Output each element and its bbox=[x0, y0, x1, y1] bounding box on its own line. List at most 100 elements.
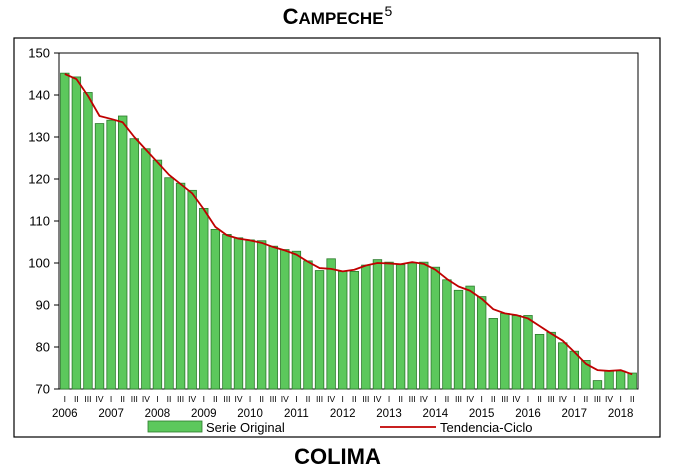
x-tick-label: II bbox=[630, 394, 635, 404]
bar bbox=[268, 245, 278, 390]
x-tick-label: IV bbox=[327, 394, 335, 404]
year-label: 2012 bbox=[330, 408, 356, 420]
bar bbox=[569, 350, 579, 390]
x-tick-label: I bbox=[388, 394, 390, 404]
x-tick-label: I bbox=[64, 394, 66, 404]
x-tick-label: I bbox=[480, 394, 482, 404]
x-tick-label: IV bbox=[605, 394, 613, 404]
bar bbox=[546, 331, 556, 390]
x-tick-label: I bbox=[203, 394, 205, 404]
bar bbox=[303, 260, 313, 390]
bar bbox=[60, 72, 70, 390]
bar bbox=[372, 259, 383, 390]
x-tick-label: IV bbox=[142, 394, 150, 404]
y-tick-label: 120 bbox=[28, 172, 50, 187]
x-tick-label: IV bbox=[559, 394, 567, 404]
bar bbox=[511, 315, 522, 390]
x-tick-label: I bbox=[527, 394, 529, 404]
x-tick-label: IV bbox=[188, 394, 196, 404]
bar bbox=[361, 264, 371, 390]
title-prefix: C bbox=[282, 4, 299, 29]
year-label: 2006 bbox=[52, 408, 78, 420]
x-tick-label: IV bbox=[373, 394, 381, 404]
x-tick-label: III bbox=[548, 394, 555, 404]
year-label: 2017 bbox=[562, 408, 588, 420]
bar bbox=[245, 239, 255, 390]
bar bbox=[83, 92, 93, 390]
bar bbox=[210, 228, 221, 390]
y-tick-label: 70 bbox=[36, 382, 50, 397]
year-label: 2016 bbox=[515, 408, 541, 420]
x-tick-label: II bbox=[167, 394, 172, 404]
year-label: 2013 bbox=[376, 408, 402, 420]
bar bbox=[199, 207, 209, 390]
bar bbox=[558, 342, 568, 390]
bar bbox=[326, 258, 336, 390]
x-tick-label: II bbox=[445, 394, 450, 404]
bar bbox=[314, 270, 325, 390]
year-label: 2018 bbox=[608, 408, 634, 420]
bar bbox=[500, 312, 510, 390]
x-tick-label: IV bbox=[281, 394, 289, 404]
y-tick-label: 130 bbox=[28, 130, 50, 145]
x-tick-label: II bbox=[74, 394, 79, 404]
year-label: 2010 bbox=[237, 408, 263, 420]
x-tick-label: II bbox=[584, 394, 589, 404]
bar bbox=[256, 240, 267, 390]
x-tick-label: I bbox=[295, 394, 297, 404]
x-tick-label: IV bbox=[512, 394, 520, 404]
x-tick-label: II bbox=[398, 394, 403, 404]
x-tick-label: II bbox=[352, 394, 357, 404]
x-tick-label: III bbox=[131, 394, 138, 404]
legend-label: Serie Original bbox=[206, 420, 285, 435]
x-tick-label: III bbox=[270, 394, 277, 404]
y-tick-label: 80 bbox=[36, 340, 50, 355]
next-chart-title: COLIMA bbox=[294, 444, 381, 469]
x-tick-label: III bbox=[501, 394, 508, 404]
x-tick-label: II bbox=[491, 394, 496, 404]
x-tick-label: III bbox=[594, 394, 601, 404]
year-label: 2014 bbox=[423, 408, 449, 420]
bar bbox=[222, 234, 232, 390]
bar bbox=[338, 270, 348, 390]
x-tick-label: II bbox=[120, 394, 125, 404]
x-tick-label: II bbox=[213, 394, 218, 404]
bar bbox=[233, 237, 244, 390]
x-tick-label: I bbox=[619, 394, 621, 404]
trend-line bbox=[64, 73, 633, 376]
bar bbox=[152, 159, 163, 390]
chart-title: CAMPECHE5 bbox=[0, 4, 675, 32]
bar bbox=[164, 177, 174, 390]
chart-frame bbox=[13, 37, 661, 438]
year-label: 2008 bbox=[145, 408, 171, 420]
x-tick-label: II bbox=[306, 394, 311, 404]
bar bbox=[442, 279, 452, 390]
bar bbox=[384, 261, 394, 390]
bar bbox=[534, 333, 545, 390]
x-tick-label: IV bbox=[420, 394, 428, 404]
x-tick-label: I bbox=[573, 394, 575, 404]
x-tick-label: III bbox=[84, 394, 91, 404]
bar bbox=[395, 264, 406, 390]
y-tick-label: 150 bbox=[28, 46, 50, 61]
x-tick-label: III bbox=[177, 394, 184, 404]
legend-label: Tendencia-Ciclo bbox=[440, 420, 533, 435]
x-tick-label: I bbox=[434, 394, 436, 404]
x-tick-label: IV bbox=[96, 394, 104, 404]
bar bbox=[465, 285, 475, 390]
y-tick-label: 140 bbox=[28, 88, 50, 103]
x-tick-label: I bbox=[342, 394, 344, 404]
x-tick-label: III bbox=[223, 394, 230, 404]
bar bbox=[627, 372, 637, 390]
x-tick-label: II bbox=[259, 394, 264, 404]
bar bbox=[291, 250, 302, 390]
bar bbox=[604, 370, 614, 390]
x-tick-label: I bbox=[249, 394, 251, 404]
x-tick-label: III bbox=[409, 394, 416, 404]
bar bbox=[453, 289, 464, 390]
y-tick-label: 90 bbox=[36, 298, 50, 313]
bar bbox=[129, 138, 139, 390]
y-tick-label: 110 bbox=[29, 214, 50, 229]
x-tick-label: IV bbox=[466, 394, 474, 404]
